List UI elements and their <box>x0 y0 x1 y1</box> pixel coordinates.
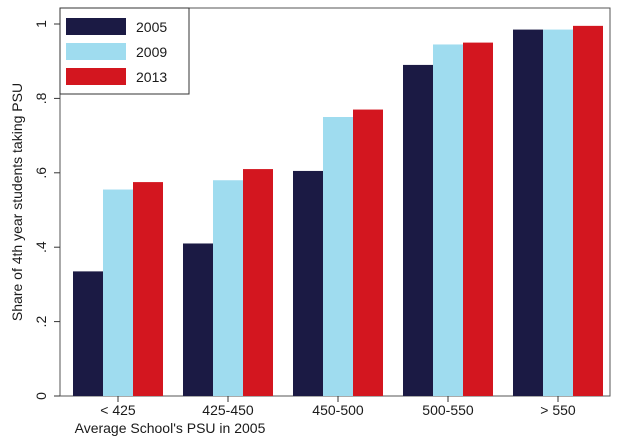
bar-2009-4 <box>543 29 573 397</box>
y-tick-label: .2 <box>33 316 49 328</box>
legend-swatch-2013 <box>66 68 126 85</box>
bar-2013-1 <box>243 169 273 396</box>
bar-2009-1 <box>213 180 243 396</box>
bars-group <box>73 25 603 397</box>
x-tick-label: 425-450 <box>202 402 254 418</box>
y-tick-label: .8 <box>33 92 49 104</box>
y-tick-label: 1 <box>33 20 49 28</box>
x-axis-title: Average School's PSU in 2005 <box>75 420 266 436</box>
bar-2013-0 <box>133 182 163 396</box>
bar-2005-4 <box>513 29 543 397</box>
x-tick-label: 450-500 <box>312 402 364 418</box>
legend-swatch-2009 <box>66 43 126 60</box>
bar-2005-3 <box>403 64 433 397</box>
y-axis-title: Share of 4th year students taking PSU <box>9 83 25 321</box>
x-tick-label: > 550 <box>540 402 576 418</box>
bar-2013-2 <box>353 109 383 396</box>
y-axis: 0 .2 .4 .6 .8 1 <box>33 20 60 400</box>
bar-2005-0 <box>73 271 103 396</box>
legend-label-2009: 2009 <box>136 44 167 60</box>
bar-2009-2 <box>323 117 353 396</box>
bar-2009-3 <box>433 44 463 397</box>
y-tick-label: 0 <box>33 392 49 400</box>
bar-2009-0 <box>103 189 133 396</box>
bar-2005-2 <box>293 170 323 396</box>
x-axis: < 425 425-450 450-500 500-550 > 550 <box>100 396 576 418</box>
bar-2005-1 <box>183 243 213 396</box>
y-tick-label: .4 <box>33 241 49 253</box>
x-tick-label: < 425 <box>100 402 136 418</box>
y-tick-label: .6 <box>33 167 49 179</box>
bar-2013-3 <box>463 42 493 396</box>
legend-swatch-2005 <box>66 18 126 35</box>
x-tick-label: 500-550 <box>422 402 474 418</box>
legend-label-2013: 2013 <box>136 69 167 85</box>
legend: 2005 2009 2013 <box>59 7 190 95</box>
legend-label-2005: 2005 <box>136 19 167 35</box>
bar-2013-4 <box>573 25 603 397</box>
